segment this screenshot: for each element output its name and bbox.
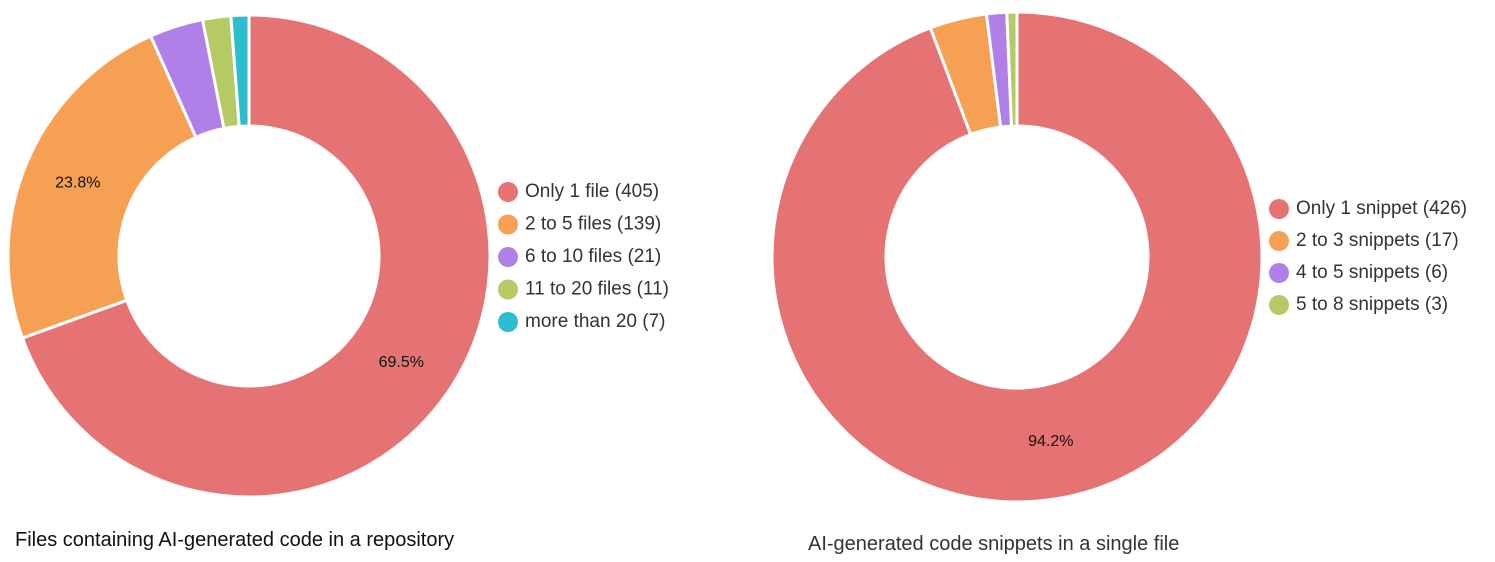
donut-slice-1[interactable] [20,13,492,499]
legend-item-5[interactable]: more than 20 (7) [498,311,665,332]
legend-item-4[interactable]: 5 to 8 snippets (3) [1269,294,1448,315]
donut-slice-5[interactable] [229,13,251,128]
legend-marker-1 [1269,199,1289,219]
legend-marker-2 [498,214,518,235]
donut-slice-1[interactable] [770,10,1264,504]
legend-label-1: Only 1 file (405) [525,181,659,202]
chart-title-snippets: AI-generated code snippets in a single f… [808,533,1180,555]
legend-marker-2 [1269,231,1289,251]
legend-label-2: 2 to 3 snippets (17) [1296,230,1459,251]
legend-item-2[interactable]: 2 to 3 snippets (17) [1269,230,1459,251]
legend-label-3: 6 to 10 files (21) [525,246,661,267]
legend-label-1: Only 1 snippet (426) [1296,198,1467,219]
legend-marker-4 [498,279,518,300]
legend-marker-1 [498,182,518,202]
donut-chart-snippets: 94.2% Only 1 snippet (426) 2 to 3 snippets… [770,10,1467,504]
legend-item-4[interactable]: 11 to 20 files (11) [498,279,669,300]
legend-label-4: 11 to 20 files (11) [525,279,669,300]
legend-item-3[interactable]: 6 to 10 files (21) [498,246,661,267]
legend-item-1[interactable]: Only 1 file (405) [498,181,659,202]
legend-marker-5 [498,312,518,332]
chart-title-files: Files containing AI-generated code in a … [15,529,455,551]
legend-label-2: 2 to 5 files (139) [525,214,661,235]
legend-item-1[interactable]: Only 1 snippet (426) [1269,198,1467,219]
legend-label-5: more than 20 (7) [525,311,665,332]
donut-chart-files: 69.5% 23.8% Only 1 file (405) 2 to 5 files … [6,13,669,499]
slice-data-label-2: 23.8% [55,175,100,192]
legend-item-3[interactable]: 4 to 5 snippets (6) [1269,262,1448,283]
slice-data-label-1: 94.2% [1028,433,1073,450]
legend-marker-3 [498,247,518,267]
donut-slice-4[interactable] [1005,10,1019,128]
legend-label-4: 5 to 8 snippets (3) [1296,294,1448,315]
slice-data-label-1: 69.5% [379,354,424,371]
legend-marker-4 [1269,295,1289,315]
legend-item-2[interactable]: 2 to 5 files (139) [498,214,661,235]
legend-label-3: 4 to 5 snippets (6) [1296,262,1448,283]
donut-slice-2[interactable] [6,33,198,341]
legend-marker-3 [1269,263,1289,283]
